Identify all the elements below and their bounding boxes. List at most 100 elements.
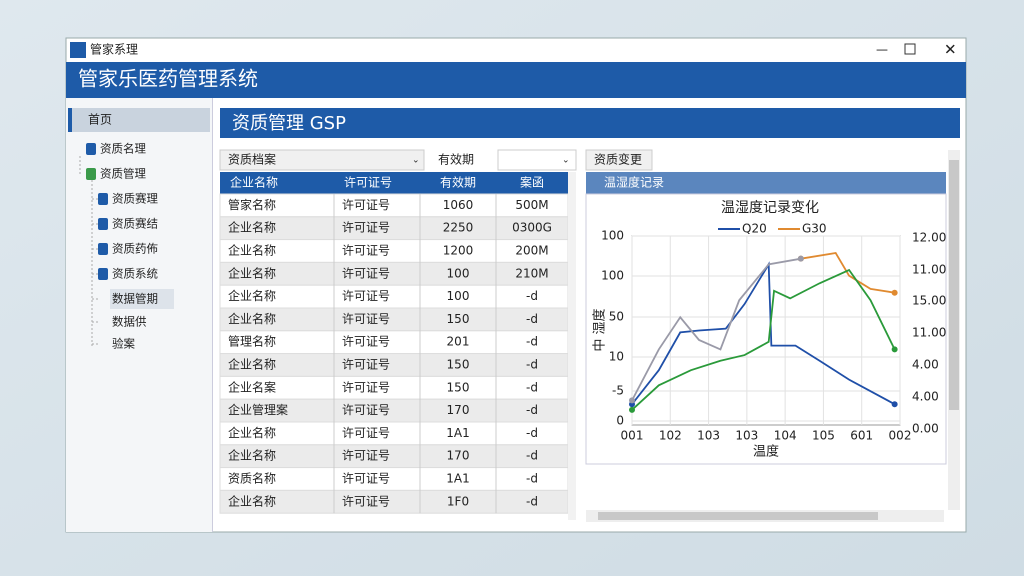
y2-tick-label: 11.00	[912, 326, 946, 340]
chart-panel-header	[586, 172, 946, 194]
column-header: 许可证号	[344, 176, 392, 190]
y2-tick-label: 15.00	[912, 294, 946, 308]
date-select[interactable]	[497, 149, 577, 171]
app-title: 管家乐医药管理系统	[78, 67, 258, 91]
legend-label: G30	[802, 222, 827, 236]
dropdown-arrow: ⌄	[412, 156, 420, 166]
table-cell: 100	[447, 289, 470, 303]
panel-title: 资质管理 GSP	[232, 113, 346, 134]
y2-tick-label: 12.00	[912, 231, 946, 245]
x-tick-label: 001	[621, 429, 644, 443]
line	[631, 261, 896, 406]
table-cell: 许可证号	[342, 312, 390, 326]
tree-item[interactable]: 资质赛理	[112, 192, 158, 206]
table-cell: -d	[526, 494, 538, 508]
x-tick-label: 103	[735, 429, 758, 443]
table-cell: 许可证号	[342, 380, 390, 394]
x-tick-label: 601	[850, 429, 873, 443]
table-cell: 企业名称	[228, 311, 276, 326]
point	[891, 401, 898, 408]
filter-select[interactable]	[219, 149, 425, 171]
table-cell: 201	[447, 335, 470, 349]
home-mark	[68, 108, 72, 132]
table-scrollbar[interactable]	[568, 172, 576, 520]
tree-item[interactable]: 资质管理	[100, 167, 146, 181]
y-axis-label: 中 湿度	[592, 308, 608, 351]
tree-item[interactable]: 验案	[112, 337, 135, 351]
app-header	[66, 62, 966, 98]
column-header: 有效期	[440, 175, 476, 190]
validity-label: 有效期	[438, 152, 474, 167]
h-scroll-thumb[interactable]	[598, 512, 878, 520]
table-cell: 许可证号	[342, 335, 390, 349]
table-cell: 企业名称	[228, 357, 276, 372]
tree-item[interactable]: 数据供	[112, 315, 147, 329]
tree-icon	[98, 243, 108, 255]
table-cell: -d	[526, 358, 538, 372]
table-cell: 170	[447, 403, 470, 417]
dropdown-arrow: ⌄	[562, 156, 570, 166]
y-tick-label: 100	[601, 229, 624, 243]
table-cell: 1060	[443, 198, 474, 212]
tree-item[interactable]: 资质药佈	[112, 242, 158, 256]
home-item[interactable]	[68, 108, 210, 132]
x-tick-label: 104	[774, 429, 797, 443]
change-button-text: 资质变更	[594, 152, 642, 167]
window-title: 管家系理	[90, 42, 138, 57]
table-cell: 管理名称	[228, 334, 276, 349]
table-cell: 企业名称	[228, 493, 276, 508]
maximize[interactable]	[904, 43, 916, 55]
minimize[interactable]: —	[876, 43, 888, 57]
line	[631, 257, 801, 401]
column-header: 企业名称	[230, 175, 278, 190]
change-button[interactable]	[585, 149, 653, 171]
table-cell: 许可证号	[342, 472, 390, 486]
table-cell: 企业名称	[228, 265, 276, 280]
table-cell: 许可证号	[342, 198, 390, 212]
tree-icon	[98, 193, 108, 205]
y2-tick-label: 11.00	[912, 263, 946, 277]
table-cell: 企业名称	[228, 425, 276, 440]
table-cell: -d	[526, 289, 538, 303]
tree-item[interactable]: 数据管期	[112, 292, 158, 306]
y-tick-label: 50	[609, 310, 624, 324]
table-cell: -d	[526, 426, 538, 440]
point	[891, 289, 898, 296]
y-tick-label: 100	[601, 269, 624, 283]
v-scroll-thumb[interactable]	[949, 160, 959, 410]
table-cell: -d	[526, 403, 538, 417]
table-cell: 170	[447, 449, 470, 463]
table-cell: 100	[447, 266, 470, 280]
table-cell: 许可证号	[342, 426, 390, 440]
chart-title: 温湿度记录变化	[721, 200, 819, 216]
x-axis-label: 温度	[753, 444, 779, 460]
table-cell: -d	[526, 472, 538, 486]
selected-item[interactable]	[110, 289, 174, 309]
table-cell: 管家名称	[228, 197, 276, 212]
tree-item[interactable]: 资质名理	[100, 142, 146, 156]
point	[797, 255, 804, 262]
chart-panel-title: 温湿度记录	[604, 175, 664, 190]
tree-item[interactable]: 资质系统	[112, 267, 158, 281]
table-cell: 企业名称	[228, 243, 276, 258]
table-cell: 许可证号	[342, 403, 390, 417]
table-cell: -d	[526, 312, 538, 326]
filter-text: 资质档案	[228, 152, 276, 167]
table-cell: 1200	[443, 244, 474, 258]
table-cell: -d	[526, 380, 538, 394]
line	[631, 268, 896, 411]
close[interactable]: ✕	[944, 41, 957, 59]
divider	[212, 98, 213, 532]
x-tick-label: 105	[812, 429, 835, 443]
table-cell: 1F0	[447, 494, 469, 508]
table-cell: 资质名称	[228, 471, 276, 486]
table-cell: 500M	[515, 198, 548, 212]
table-cell: 150	[447, 312, 470, 326]
table-cell: 许可证号	[342, 494, 390, 508]
tree-item[interactable]: 资质赛结	[112, 217, 158, 231]
tree-icon	[98, 218, 108, 230]
table-cell: 许可证号	[342, 358, 390, 372]
table-cell: 许可证号	[342, 289, 390, 303]
table-cell: 企业名称	[228, 220, 276, 235]
x-tick-label: 002	[889, 429, 912, 443]
